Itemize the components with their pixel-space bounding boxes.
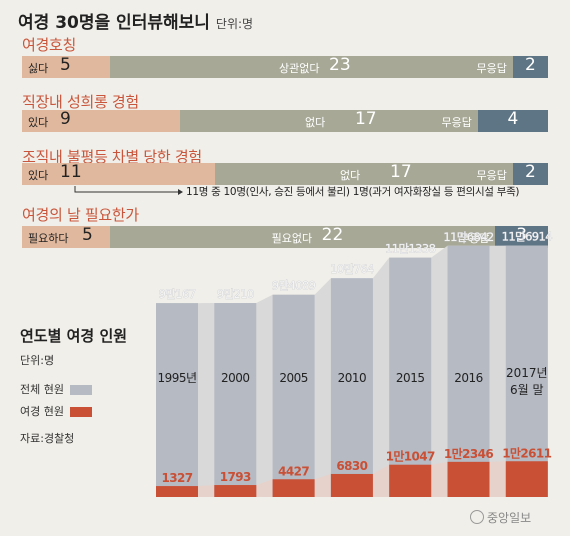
survey-yes-label: 싫다 — [28, 62, 49, 75]
female-bar — [505, 461, 548, 497]
female-value-label: 1만2346 — [444, 446, 493, 461]
total-bar — [156, 303, 198, 497]
survey-na-label: 무응답 — [476, 169, 507, 182]
female-bar — [330, 473, 373, 497]
source: 자료:경찰청 — [20, 432, 75, 445]
survey-yes-value: 5 — [82, 225, 93, 245]
headline: 여경 30명을 인터뷰해보니 단위:명 — [18, 8, 253, 33]
publisher-logo: 중앙일보 — [470, 509, 531, 526]
total-value-label: 9만210 — [217, 287, 254, 301]
total-bar — [447, 245, 490, 497]
total-bar — [330, 278, 373, 497]
survey-mid-label: 없다 — [304, 116, 326, 129]
legend-total: 전체 현원 — [20, 381, 92, 397]
survey-yes-segment: 있다 9 — [22, 109, 180, 132]
survey-na-segment: 2 — [512, 55, 548, 78]
total-value-label: 10만764 — [330, 262, 374, 276]
survey-yes-value: 5 — [60, 55, 71, 75]
female-value-label: 1만2611 — [502, 445, 551, 460]
survey-mid-segment: 없다 17 무응답 — [179, 109, 478, 132]
survey-mid-value: 17 — [390, 162, 412, 182]
legend-female: 여경 현원 — [20, 403, 92, 419]
survey-title-0: 여경호칭 — [22, 36, 77, 54]
survey-yes-value: 11 — [60, 162, 82, 182]
yearly-unit: 단위:명 — [20, 354, 55, 367]
survey-na-label: 무응답 — [459, 232, 490, 245]
female-bar — [272, 479, 315, 497]
survey-na-segment: 2 — [512, 162, 548, 185]
female-bar — [156, 486, 198, 497]
logo-icon — [470, 510, 484, 524]
survey-yes-label: 있다 — [28, 116, 49, 129]
female-value-label: 4427 — [278, 464, 309, 478]
survey-bar-1: 있다 9 없다 17 무응답 4 — [22, 109, 548, 132]
survey-mid-value: 23 — [329, 55, 351, 75]
survey-na-value: 2 — [525, 55, 536, 75]
survey-mid-segment: 상관없다 23 무응답 — [109, 55, 513, 78]
total-value-label: 11만6914 — [502, 230, 553, 244]
legend-total-swatch — [69, 385, 92, 395]
category-label: 2017년 — [506, 366, 548, 380]
survey-yes-label: 있다 — [28, 169, 49, 182]
total-value-label: 9만167 — [159, 287, 196, 301]
survey-bar-0: 싫다 5 상관없다 23 무응답 2 — [22, 55, 548, 78]
female-value-label: 1327 — [162, 471, 193, 485]
female-value-label: 6830 — [336, 459, 367, 473]
survey-mid-label: 상관없다 — [279, 62, 320, 75]
total-value-label: 11만6842 — [443, 230, 494, 244]
survey-mid-label: 없다 — [340, 169, 361, 182]
survey-mid-segment: 필요없다 22 무응답 — [109, 225, 496, 248]
survey-na-label: 무응답 — [441, 116, 472, 129]
legend-female-label: 여경 현원 — [20, 405, 64, 418]
female-value-label: 1793 — [220, 470, 251, 484]
survey-yes-segment: 싫다 5 — [22, 55, 110, 78]
yearly-title: 연도별 여경 인원 — [20, 327, 128, 345]
survey-title-1: 직장내 성희롱 경험 — [22, 93, 139, 111]
survey-na-label: 무응답 — [476, 62, 507, 75]
legend-total-label: 전체 현원 — [20, 383, 64, 396]
survey-yes-segment: 있다 11 — [22, 162, 215, 185]
female-bar — [447, 461, 490, 497]
survey-na-value: 2 — [525, 162, 536, 182]
survey-mid-segment: 없다 17 무응답 — [214, 162, 513, 185]
total-bar — [505, 245, 548, 497]
survey-yes-label: 필요하다 — [28, 232, 69, 245]
headline-title: 여경 30명을 인터뷰해보니 — [18, 13, 210, 33]
survey-na-value: 4 — [507, 109, 519, 129]
total-bar — [389, 257, 432, 497]
discrimination-note: 11명 중 10명(인사, 승진 등에서 불리) 1명(과거 여자화장실 등 편… — [186, 186, 520, 198]
survey-na-segment: 3 — [495, 225, 548, 248]
category-label: 2010 — [338, 371, 367, 385]
category-label: 2016 — [454, 371, 483, 385]
survey-title-2: 조직내 불평등 차별 당한 경험 — [22, 148, 202, 166]
survey-bar-3: 필요하다 5 필요없다 22 무응답 3 — [22, 225, 548, 248]
logo-text: 중앙일보 — [487, 511, 532, 525]
female-bar — [214, 485, 257, 497]
survey-yes-segment: 필요하다 5 — [22, 225, 110, 248]
survey-mid-label: 필요없다 — [271, 232, 313, 245]
category-label: 1995년 — [157, 371, 196, 385]
total-value-label: 9만4089 — [272, 279, 316, 293]
category-label: 2015 — [396, 371, 425, 385]
category-label: 2005 — [279, 371, 308, 385]
total-value-label: 11만1338 — [385, 242, 436, 256]
female-bar — [389, 464, 432, 497]
total-bar — [272, 294, 315, 497]
headline-unit: 단위:명 — [215, 17, 254, 31]
survey-na-value: 3 — [516, 225, 528, 245]
female-value-label: 1만1047 — [386, 449, 435, 464]
total-bar — [214, 303, 257, 497]
survey-bar-2: 있다 11 없다 17 무응답 2 — [22, 162, 548, 185]
category-label-line2: 6월 말 — [510, 383, 544, 397]
survey-mid-value: 22 — [321, 225, 344, 245]
legend-female-swatch — [69, 407, 92, 417]
survey-na-segment: 4 — [477, 109, 548, 132]
survey-title-3: 여경의 날 필요한가 — [22, 206, 139, 224]
survey-mid-value: 17 — [354, 109, 377, 129]
category-label: 2000 — [221, 371, 250, 385]
survey-yes-value: 9 — [60, 109, 71, 129]
